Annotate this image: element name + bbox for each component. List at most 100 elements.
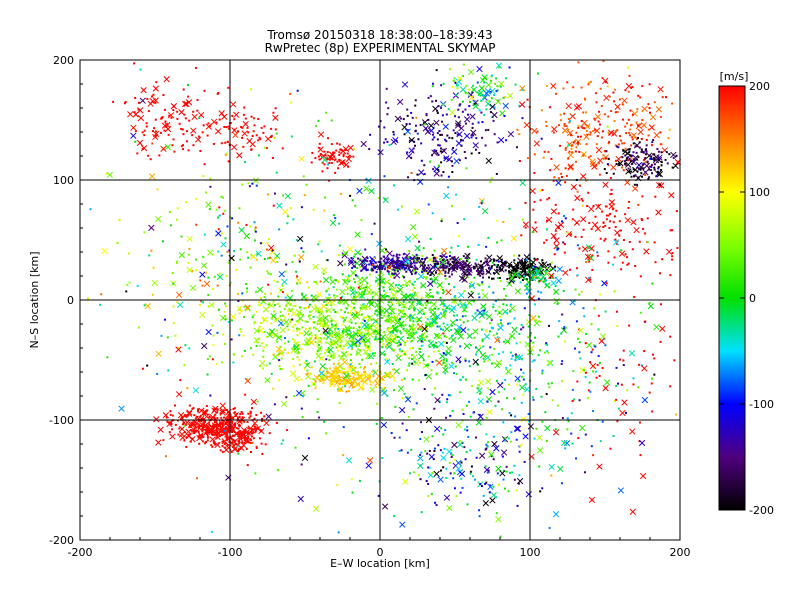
data-point	[546, 219, 549, 222]
data-point-cross	[303, 330, 310, 337]
data-point	[344, 371, 347, 374]
data-point	[182, 88, 185, 91]
data-point	[571, 442, 574, 445]
data-point	[302, 250, 305, 253]
data-point	[617, 382, 620, 385]
data-point-cross	[476, 309, 484, 316]
data-point	[644, 320, 647, 323]
data-point	[418, 240, 421, 243]
data-point	[529, 339, 532, 342]
data-point	[551, 277, 554, 280]
data-point	[589, 80, 592, 83]
data-point	[624, 213, 627, 216]
data-point	[397, 256, 400, 259]
data-point	[429, 95, 432, 98]
data-point	[452, 314, 455, 317]
data-point	[589, 390, 592, 393]
data-point	[623, 162, 626, 165]
data-point	[562, 327, 565, 330]
data-point	[459, 299, 462, 302]
data-point	[449, 258, 452, 261]
data-point	[600, 136, 603, 139]
data-point-cross	[642, 169, 649, 176]
data-point	[328, 161, 331, 164]
data-point	[651, 282, 654, 285]
data-point	[605, 150, 608, 153]
data-point	[360, 296, 363, 299]
data-point	[237, 221, 240, 224]
data-point-cross	[153, 416, 160, 423]
data-point	[217, 228, 220, 231]
data-point	[641, 163, 644, 166]
data-point	[300, 348, 303, 351]
data-point	[467, 113, 470, 116]
data-point	[221, 450, 224, 453]
data-point-cross	[211, 407, 218, 414]
scatter-points	[86, 60, 682, 538]
data-point	[622, 118, 625, 121]
data-point	[408, 307, 411, 310]
data-point	[518, 275, 521, 278]
data-point-cross	[524, 386, 531, 393]
data-point	[508, 66, 511, 69]
data-point	[319, 153, 322, 156]
data-point	[457, 303, 460, 306]
data-point	[403, 306, 406, 309]
data-point	[492, 435, 495, 438]
data-point	[403, 133, 406, 136]
data-point	[576, 267, 579, 270]
data-point	[489, 346, 492, 349]
data-point	[450, 328, 453, 331]
data-point	[545, 228, 548, 231]
data-point	[452, 146, 455, 149]
data-point	[438, 258, 441, 261]
data-point	[318, 240, 321, 243]
data-point	[637, 124, 640, 127]
data-point	[393, 276, 396, 279]
data-point	[393, 436, 396, 439]
data-point	[521, 117, 524, 120]
data-point	[483, 261, 486, 264]
data-point	[513, 254, 516, 257]
data-point-cross	[523, 121, 530, 129]
data-point	[335, 149, 338, 152]
data-point	[422, 340, 425, 343]
data-point	[248, 185, 251, 188]
data-point	[560, 332, 563, 335]
data-point	[419, 124, 422, 127]
data-point	[309, 314, 312, 317]
data-point	[402, 118, 405, 121]
data-point	[435, 256, 438, 259]
data-point	[218, 424, 221, 427]
data-point-cross	[475, 346, 482, 354]
data-point	[520, 368, 523, 371]
data-point-cross	[434, 266, 442, 273]
data-point	[440, 218, 443, 221]
data-point	[373, 257, 376, 260]
data-point	[456, 314, 459, 317]
data-point	[464, 108, 467, 111]
data-point-cross	[295, 309, 303, 316]
data-point	[216, 284, 219, 287]
data-point-cross	[436, 359, 443, 366]
data-point	[509, 271, 512, 274]
data-point	[280, 367, 283, 370]
data-point	[329, 155, 332, 158]
data-point	[409, 262, 412, 265]
data-point-cross	[231, 438, 238, 446]
data-point-cross	[209, 414, 216, 421]
data-point	[654, 195, 657, 198]
data-point	[464, 157, 467, 160]
data-point	[314, 380, 317, 383]
data-point	[669, 274, 672, 277]
data-point	[374, 267, 377, 270]
data-point	[205, 431, 208, 434]
data-point	[435, 271, 438, 274]
data-point	[465, 269, 468, 272]
data-point	[587, 83, 590, 86]
data-point	[306, 281, 309, 284]
data-point	[646, 217, 649, 220]
data-point	[241, 183, 244, 186]
data-point	[337, 374, 340, 377]
data-point-cross	[178, 109, 185, 116]
